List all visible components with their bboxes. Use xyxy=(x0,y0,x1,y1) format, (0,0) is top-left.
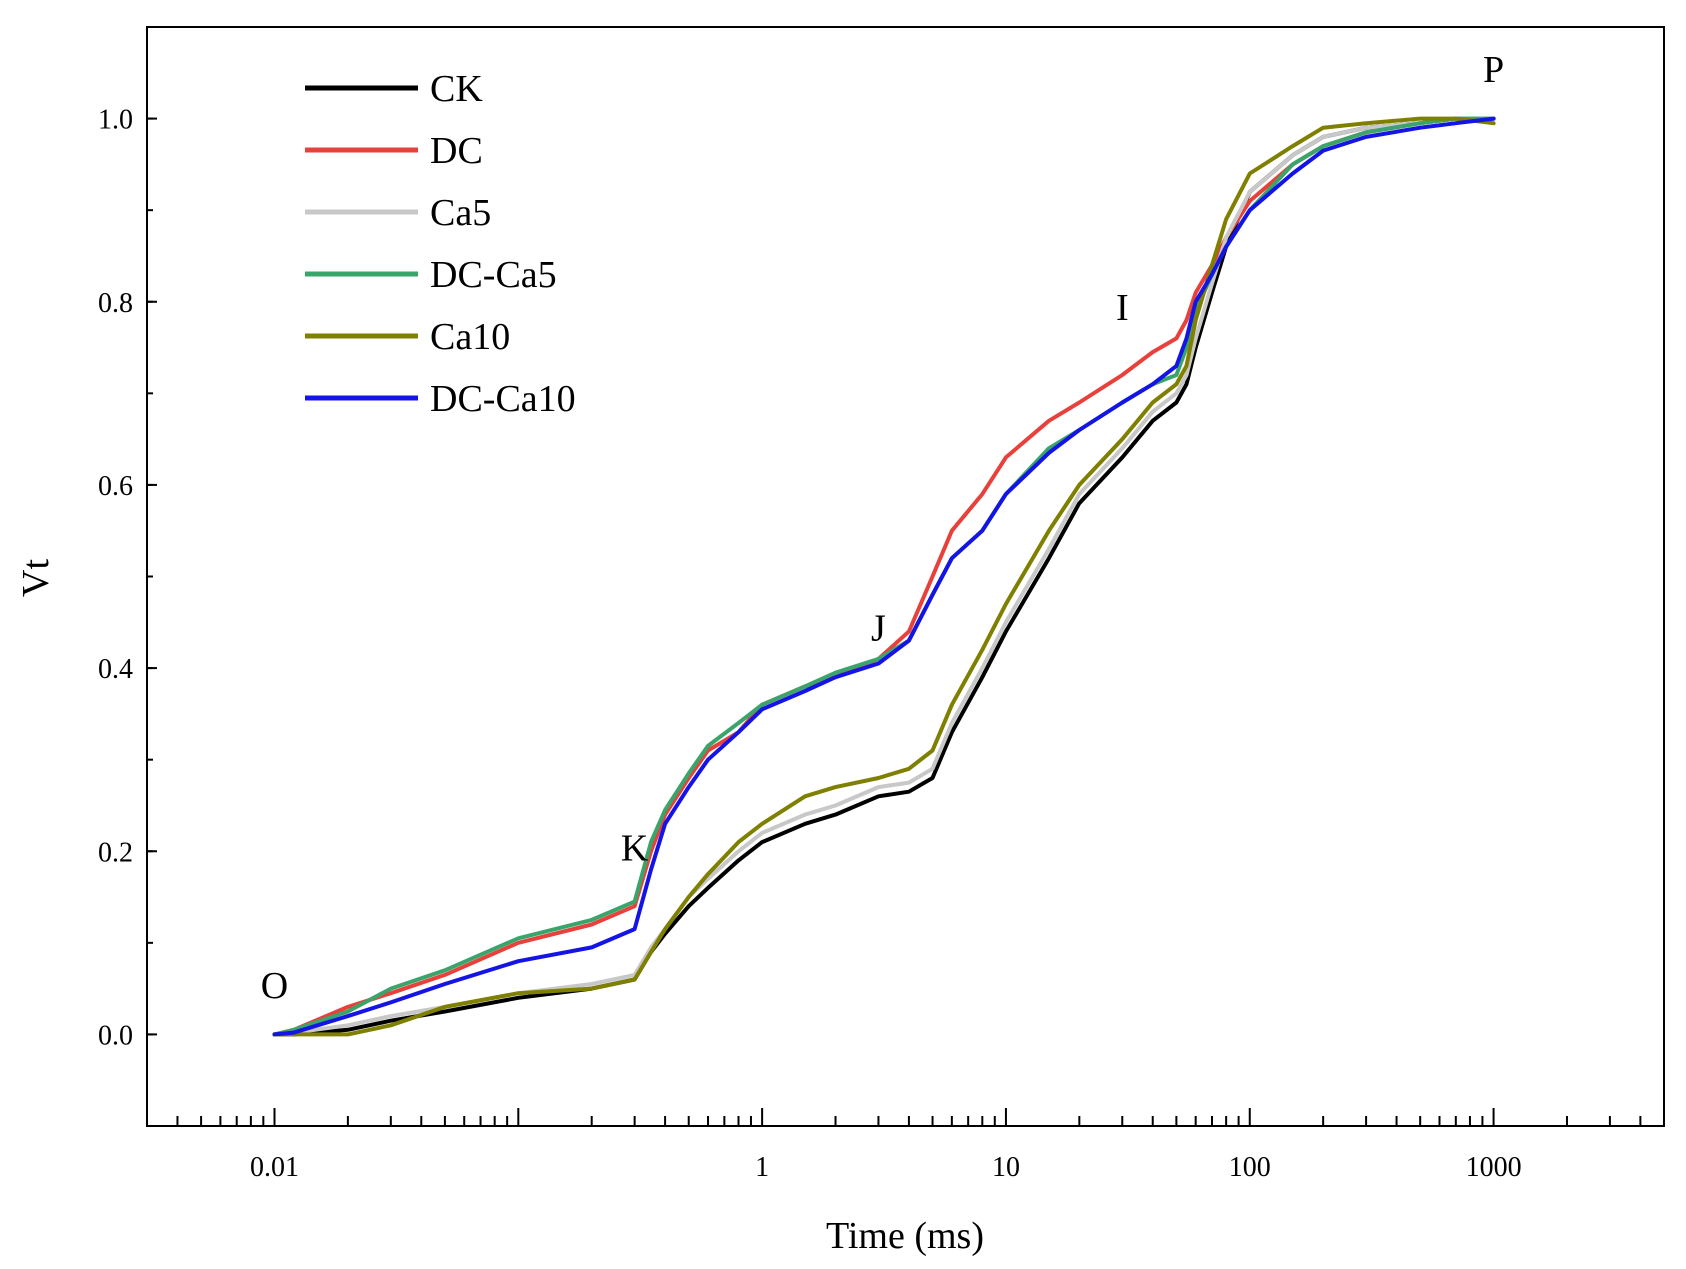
legend-label: CK xyxy=(430,68,483,110)
legend: CK DC Ca5 DC-Ca5 Ca10 DC-Ca10 xyxy=(305,68,576,420)
y-tick-label: 0.6 xyxy=(98,471,133,502)
phase-label-p: P xyxy=(1483,49,1504,91)
legend-label: DC-Ca10 xyxy=(430,378,576,420)
series-line-dc xyxy=(272,116,1496,1037)
x-axis-ticks: 0.01 1 10 100 1000 xyxy=(250,1152,1522,1183)
plot-frame xyxy=(146,26,1665,1127)
series-lines xyxy=(272,116,1496,1037)
legend-label: DC xyxy=(430,130,483,172)
phase-label-j: J xyxy=(871,608,886,650)
x-minor-ticks xyxy=(146,1108,1665,1126)
y-tick-label: 1.0 xyxy=(98,105,133,136)
x-axis-title: Time (ms) xyxy=(826,1215,984,1257)
x-tick-label: 1000 xyxy=(1466,1152,1522,1183)
y-tick-label: 0.8 xyxy=(98,288,133,319)
legend-label: Ca5 xyxy=(430,192,491,234)
y-tick-label: 0.0 xyxy=(98,1020,133,1051)
x-tick-label: 10 xyxy=(992,1152,1020,1183)
series-line-ca5 xyxy=(272,116,1496,1037)
series-line-dc-ca10 xyxy=(272,116,1496,1037)
y-axis-title: Vt xyxy=(15,559,57,597)
y-tick-label: 0.2 xyxy=(98,837,133,868)
y-axis-ticks: 0.0 0.2 0.4 0.6 0.8 1.0 xyxy=(98,26,157,1127)
phase-label-i: I xyxy=(1116,287,1129,329)
phase-annotations: O K J I P xyxy=(261,49,1504,1007)
legend-label: DC-Ca5 xyxy=(430,254,557,296)
phase-label-k: K xyxy=(621,827,649,869)
legend-label: Ca10 xyxy=(430,316,510,358)
x-tick-label: 0.01 xyxy=(250,1152,299,1183)
x-tick-label: 100 xyxy=(1229,1152,1271,1183)
phase-label-o: O xyxy=(261,965,288,1007)
x-tick-label: 1 xyxy=(755,1152,769,1183)
series-line-ca10 xyxy=(272,116,1496,1037)
y-tick-label: 0.4 xyxy=(98,654,133,685)
